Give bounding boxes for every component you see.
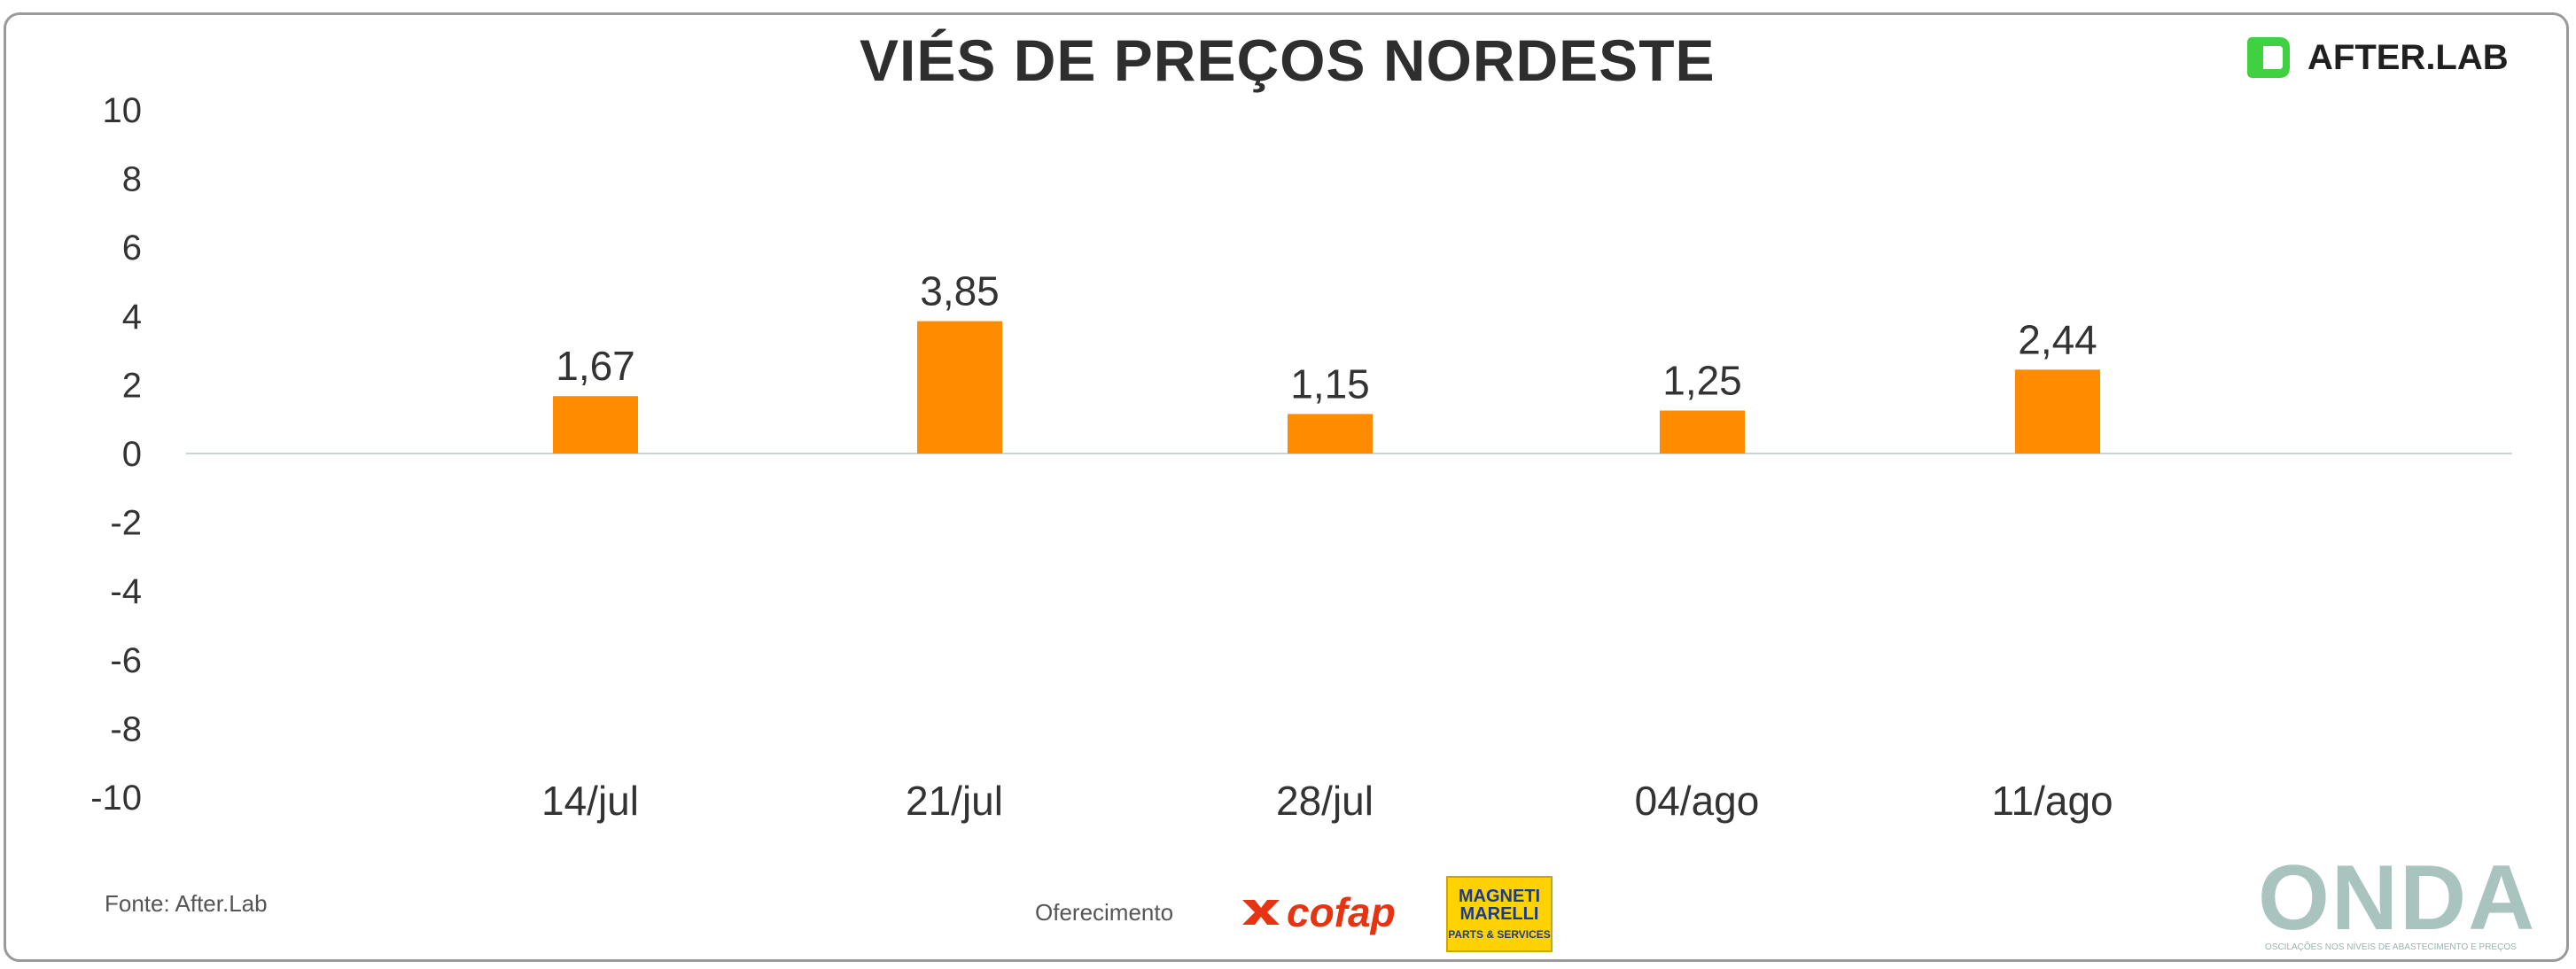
- cofap-x-icon: [1242, 900, 1280, 925]
- x-tick-label: 28/jul: [1276, 778, 1374, 824]
- chart-title: VIÉS DE PREÇOS NORDESTE: [860, 27, 1716, 93]
- bar: [1288, 414, 1373, 453]
- y-tick-label: -2: [110, 504, 142, 543]
- bar: [2015, 369, 2100, 453]
- afterlab-logo-text: AFTER.LAB: [2308, 37, 2509, 77]
- x-tick-label: 11/ago: [1991, 778, 2113, 824]
- cofap-logo-text: cofap: [1287, 889, 1396, 935]
- x-tick-label: 14/jul: [541, 778, 639, 824]
- bar: [553, 396, 638, 453]
- source-note: Fonte: After.Lab: [105, 890, 268, 917]
- bar-value-label: 1,25: [1662, 358, 1742, 404]
- onda-logo-subtitle: OSCILAÇÕES NOS NÍVEIS DE ABASTECIMENTO E…: [2265, 942, 2517, 952]
- x-tick-label: 04/ago: [1635, 778, 1760, 824]
- x-tick-label: 21/jul: [906, 778, 1003, 824]
- bar-value-label: 3,85: [920, 268, 1000, 314]
- y-tick-label: 2: [122, 366, 142, 405]
- bar-value-label: 2,44: [2018, 316, 2097, 362]
- chart-frame: [4, 12, 2569, 962]
- y-tick-label: 4: [122, 298, 142, 337]
- y-tick-label: 0: [122, 435, 142, 474]
- y-tick-label: -6: [110, 641, 142, 680]
- y-tick-label: 8: [122, 160, 142, 199]
- bar: [917, 321, 1002, 453]
- bar-value-label: 1,15: [1290, 360, 1370, 407]
- bar-value-label: 1,67: [556, 343, 635, 389]
- y-tick-label: -10: [90, 779, 142, 818]
- y-tick-label: -8: [110, 709, 142, 748]
- magneti-logo-line2: MARELLI: [1459, 904, 1539, 924]
- onda-logo: ONDA: [2258, 847, 2537, 950]
- afterlab-logo-icon: [2247, 37, 2290, 78]
- cofap-logo: cofap: [1239, 888, 1396, 936]
- afterlab-logo: AFTER.LAB: [2244, 34, 2509, 81]
- sponsor-label: Oferecimento: [1035, 899, 1174, 926]
- magneti-logo-line1: MAGNETI: [1458, 887, 1541, 906]
- magneti-marelli-logo: MAGNETI MARELLI PARTS & SERVICES: [1446, 876, 1553, 952]
- y-tick-label: 10: [103, 91, 143, 130]
- y-tick-label: -4: [110, 572, 142, 611]
- y-tick-label: 6: [122, 229, 142, 267]
- magneti-logo-sub: PARTS & SERVICES: [1448, 928, 1551, 941]
- bar: [1660, 410, 1745, 453]
